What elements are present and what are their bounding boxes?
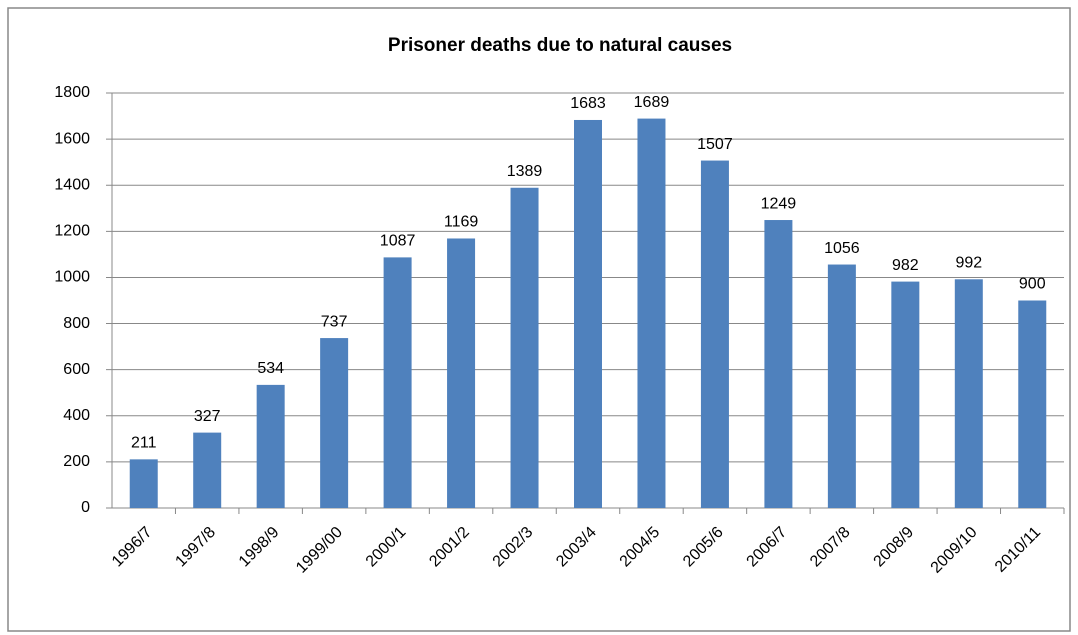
chart-title: Prisoner deaths due to natural causes: [388, 35, 732, 56]
bar: [891, 281, 920, 508]
data-label: 211: [131, 435, 157, 452]
data-label: 534: [257, 360, 284, 377]
bar: [827, 264, 856, 508]
data-label: 1056: [824, 240, 860, 257]
bar: [954, 279, 983, 508]
data-label: 1507: [697, 136, 733, 153]
data-label: 900: [1019, 276, 1046, 293]
data-label: 1249: [761, 195, 797, 212]
bar: [383, 257, 412, 508]
y-tick-label: 1800: [54, 84, 90, 101]
data-label: 1683: [570, 95, 606, 112]
y-tick-label: 200: [63, 453, 90, 470]
bar: [637, 118, 666, 508]
data-label: 1169: [444, 214, 479, 231]
y-tick-label: 0: [81, 499, 90, 516]
bar: [700, 160, 729, 508]
y-tick-label: 1400: [54, 176, 90, 193]
bar: [129, 459, 158, 508]
data-label: 1689: [634, 94, 670, 111]
bar: [1018, 300, 1047, 508]
bar: [193, 432, 222, 508]
y-tick-label: 1600: [54, 130, 90, 147]
y-tick-label: 1200: [54, 223, 90, 240]
bar: [447, 238, 476, 508]
bar: [256, 384, 285, 508]
data-label: 1087: [380, 233, 416, 250]
y-tick-label: 800: [63, 315, 90, 332]
bar: [574, 119, 602, 508]
data-label: 982: [892, 257, 919, 274]
data-label: 1389: [507, 163, 543, 180]
bar: [510, 187, 539, 508]
y-tick-label: 1000: [54, 269, 90, 286]
y-tick-label: 400: [63, 407, 90, 424]
y-tick-label: 600: [63, 361, 90, 378]
data-label: 737: [321, 313, 348, 330]
bar: [320, 338, 349, 508]
bar: [764, 220, 793, 508]
data-label: 327: [194, 408, 221, 425]
data-label: 992: [955, 255, 982, 272]
